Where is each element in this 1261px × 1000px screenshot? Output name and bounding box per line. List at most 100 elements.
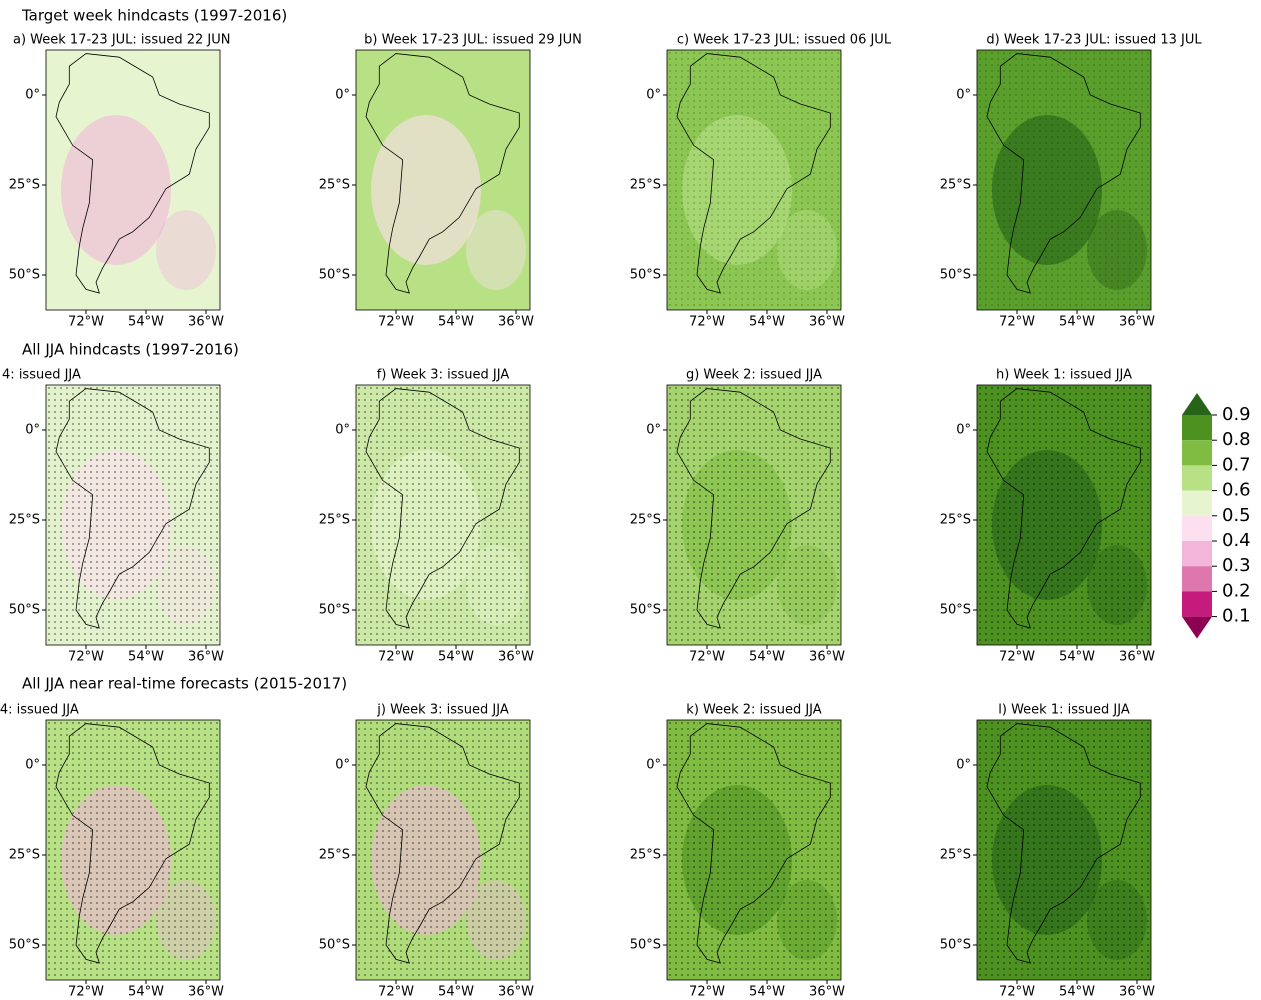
lat-label: 0° — [335, 423, 350, 438]
lon-label: 72°W — [689, 315, 725, 330]
lon-label: 72°W — [999, 315, 1035, 330]
panel-title: e) Week 4: issued JJA — [0, 368, 81, 383]
lon-label: 36°W — [188, 315, 224, 330]
map-panel — [667, 385, 841, 645]
panel-title: i) Week 4: issued JJA — [0, 703, 79, 718]
colorbar-box — [1182, 440, 1212, 465]
map-shading — [466, 210, 526, 290]
lat-label: 50°S — [319, 603, 350, 618]
lon-label: 54°W — [749, 985, 785, 1000]
lat-label: 25°S — [940, 848, 971, 863]
colorbar-box — [1182, 491, 1212, 516]
lat-label: 0° — [646, 423, 661, 438]
lat-label: 0° — [25, 758, 40, 773]
lon-label: 72°W — [68, 315, 104, 330]
lat-label: 0° — [25, 423, 40, 438]
map-panel — [977, 720, 1151, 980]
panel-title: c) Week 17-23 JUL: issued 06 JUL — [677, 33, 892, 48]
lat-label: 25°S — [9, 178, 40, 193]
lat-label: 25°S — [319, 513, 350, 528]
lon-label: 72°W — [378, 985, 414, 1000]
lon-label: 36°W — [1119, 985, 1155, 1000]
colorbar-label: 0.8 — [1222, 429, 1251, 450]
lon-label: 54°W — [1059, 985, 1095, 1000]
lat-label: 0° — [956, 423, 971, 438]
lat-label: 0° — [335, 88, 350, 103]
panel-title: j) Week 3: issued JJA — [376, 703, 509, 718]
colorbar-label: 0.5 — [1222, 505, 1251, 526]
significance-stipple — [667, 50, 841, 310]
colorbar-extend-top — [1182, 393, 1212, 415]
lat-label: 25°S — [319, 848, 350, 863]
colorbar-label: 0.3 — [1222, 555, 1251, 576]
lon-label: 54°W — [749, 315, 785, 330]
map-panel — [46, 720, 220, 980]
significance-stipple — [667, 720, 841, 980]
lat-label: 0° — [646, 758, 661, 773]
lat-label: 25°S — [9, 848, 40, 863]
significance-stipple — [977, 385, 1151, 645]
lon-label: 72°W — [68, 650, 104, 665]
lat-label: 50°S — [630, 268, 661, 283]
map-shading — [371, 115, 481, 265]
lat-label: 50°S — [630, 938, 661, 953]
colorbar-label: 0.6 — [1222, 480, 1251, 501]
lon-label: 36°W — [1119, 315, 1155, 330]
lon-label: 36°W — [809, 985, 845, 1000]
lon-label: 36°W — [498, 650, 534, 665]
significance-stipple — [46, 720, 220, 980]
colorbar-box — [1182, 541, 1212, 566]
lon-label: 72°W — [378, 315, 414, 330]
lon-label: 72°W — [68, 985, 104, 1000]
panel-title: b) Week 17-23 JUL: issued 29 JUN — [364, 33, 582, 48]
lat-label: 25°S — [630, 513, 661, 528]
lat-label: 50°S — [9, 938, 40, 953]
colorbar-label: 0.2 — [1222, 580, 1251, 601]
lon-label: 54°W — [128, 315, 164, 330]
map-panel — [977, 50, 1151, 310]
map-panel — [667, 720, 841, 980]
lon-label: 36°W — [188, 985, 224, 1000]
lat-label: 50°S — [9, 603, 40, 618]
significance-stipple — [356, 385, 530, 645]
lon-label: 36°W — [188, 650, 224, 665]
map-panel — [977, 385, 1151, 645]
lon-label: 36°W — [809, 315, 845, 330]
panel-title: k) Week 2: issued JJA — [686, 703, 821, 718]
colorbar-box — [1182, 566, 1212, 591]
lat-label: 0° — [646, 88, 661, 103]
lat-label: 0° — [25, 88, 40, 103]
lat-label: 50°S — [940, 938, 971, 953]
row-title: All JJA hindcasts (1997-2016) — [22, 341, 239, 359]
lon-label: 54°W — [438, 650, 474, 665]
lat-label: 0° — [335, 758, 350, 773]
lat-label: 25°S — [940, 178, 971, 193]
panel-title: l) Week 1: issued JJA — [998, 703, 1130, 718]
lat-label: 25°S — [319, 178, 350, 193]
lon-label: 36°W — [498, 315, 534, 330]
colorbar-label: 0.4 — [1222, 530, 1251, 551]
lat-label: 50°S — [940, 603, 971, 618]
lon-label: 36°W — [809, 650, 845, 665]
row-title: All JJA near real-time forecasts (2015-2… — [22, 675, 347, 693]
lat-label: 50°S — [319, 938, 350, 953]
map-panel — [46, 385, 220, 645]
significance-stipple — [667, 385, 841, 645]
lat-label: 25°S — [9, 513, 40, 528]
row-title: Target week hindcasts (1997-2016) — [21, 7, 287, 25]
colorbar-box — [1182, 465, 1212, 490]
colorbar-box — [1182, 591, 1212, 616]
colorbar-label: 0.7 — [1222, 454, 1251, 475]
significance-stipple — [356, 720, 530, 980]
panel-title: h) Week 1: issued JJA — [996, 368, 1132, 383]
map-panel — [356, 385, 530, 645]
colorbar-box — [1182, 415, 1212, 440]
figure: Target week hindcasts (1997-2016) a) Week… — [0, 0, 1261, 1000]
panel-title: a) Week 17-23 JUL: issued 22 JUN — [13, 33, 230, 48]
lon-label: 72°W — [999, 650, 1035, 665]
map-panel — [46, 50, 220, 310]
lon-label: 72°W — [689, 985, 725, 1000]
colorbar-label: 0.9 — [1222, 404, 1251, 425]
map-panel — [667, 50, 841, 310]
lon-label: 72°W — [378, 650, 414, 665]
